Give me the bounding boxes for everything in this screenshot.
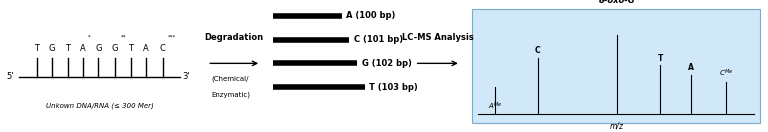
Text: ***: *** — [168, 35, 177, 40]
Text: $C^{Me}$: $C^{Me}$ — [719, 68, 733, 79]
Text: T: T — [35, 44, 39, 53]
Text: A: A — [688, 63, 694, 72]
Text: *: * — [88, 35, 91, 40]
Text: C: C — [160, 44, 166, 53]
Text: G: G — [95, 44, 101, 53]
Text: T: T — [128, 44, 133, 53]
Text: **: ** — [121, 35, 126, 40]
Text: G (102 bp): G (102 bp) — [362, 59, 412, 68]
Text: T: T — [658, 54, 663, 63]
Text: Degradation: Degradation — [205, 33, 263, 42]
Bar — [472, 9, 760, 123]
Text: Enzymatic): Enzymatic) — [211, 91, 250, 98]
Text: LC-MS Analysis: LC-MS Analysis — [402, 33, 474, 42]
Text: G: G — [49, 44, 55, 53]
Text: G: G — [112, 44, 118, 53]
Text: 5': 5' — [6, 72, 14, 81]
Text: T (103 bp): T (103 bp) — [369, 83, 418, 92]
Text: $A^{Me}$: $A^{Me}$ — [488, 101, 503, 112]
Text: C: C — [535, 46, 541, 55]
Text: A: A — [80, 44, 86, 53]
Text: C (101 bp): C (101 bp) — [354, 35, 403, 44]
Text: A: A — [143, 44, 149, 53]
Text: T: T — [65, 44, 70, 53]
Text: 8-oxo-G: 8-oxo-G — [598, 0, 635, 5]
Text: Unkown DNA/RNA (≤ 300 Mer): Unkown DNA/RNA (≤ 300 Mer) — [46, 102, 154, 109]
Text: (Chemical/: (Chemical/ — [212, 75, 249, 82]
Text: m/z: m/z — [610, 122, 624, 131]
Text: A (100 bp): A (100 bp) — [346, 11, 396, 20]
Text: 3': 3' — [183, 72, 190, 81]
